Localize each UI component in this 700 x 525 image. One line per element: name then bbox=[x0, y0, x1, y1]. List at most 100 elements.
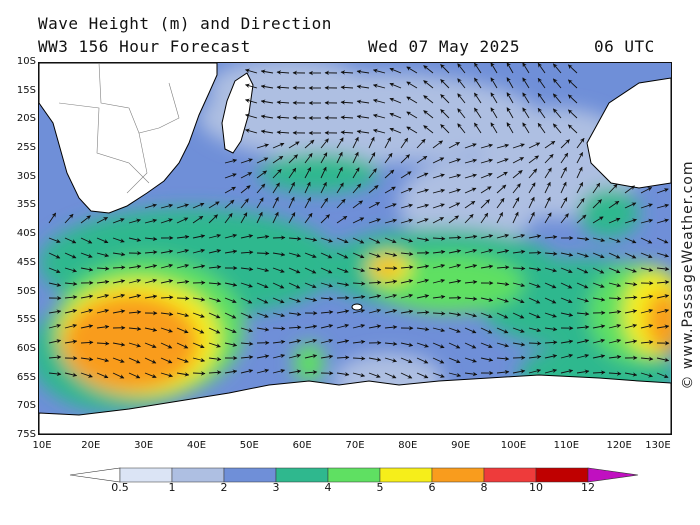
lat-label-65s: 65S bbox=[16, 371, 36, 383]
wave-arrow bbox=[506, 63, 514, 74]
wave-arrow bbox=[64, 281, 78, 287]
wave-height-map[interactable] bbox=[38, 62, 672, 435]
map-title: Wave Height (m) and Direction bbox=[38, 14, 332, 33]
wave-arrow bbox=[464, 263, 478, 269]
wave-arrow bbox=[400, 265, 414, 270]
wave-arrow bbox=[352, 308, 366, 314]
wave-arrow bbox=[208, 342, 221, 348]
wave-arrow bbox=[576, 152, 583, 164]
lon-label-30e: 30E bbox=[134, 440, 154, 451]
wave-arrow bbox=[576, 236, 590, 242]
wave-arrow bbox=[624, 295, 638, 300]
wave-arrow bbox=[592, 354, 606, 359]
wave-arrow bbox=[80, 294, 94, 299]
wave-arrow bbox=[368, 152, 376, 164]
wave-arrow bbox=[416, 172, 429, 179]
wave-arrow bbox=[240, 250, 254, 255]
wave-arrow bbox=[260, 99, 274, 104]
wave-arrow bbox=[176, 372, 190, 377]
wave-arrow bbox=[160, 342, 173, 349]
wave-arrow bbox=[256, 267, 270, 273]
antarctica-coast bbox=[39, 374, 671, 434]
wave-arrow bbox=[352, 183, 362, 194]
wave-arrow bbox=[384, 341, 398, 347]
wave-arrow bbox=[416, 264, 430, 269]
wave-arrow bbox=[372, 113, 386, 119]
wave-arrow bbox=[480, 327, 493, 334]
wave-arrow bbox=[48, 252, 61, 259]
wave-arrow bbox=[474, 63, 482, 74]
wave-arrow bbox=[352, 237, 365, 244]
wave-arrow bbox=[389, 82, 402, 89]
wave-arrow bbox=[245, 128, 258, 134]
wave-arrow bbox=[464, 248, 478, 254]
wave-arrow bbox=[112, 342, 126, 347]
wave-arrow bbox=[64, 339, 78, 344]
wave-arrow bbox=[464, 200, 476, 209]
wave-arrow bbox=[528, 196, 535, 209]
wave-arrow bbox=[288, 154, 298, 164]
legend-swatch bbox=[379, 467, 433, 483]
wave-arrow bbox=[432, 188, 446, 194]
wave-arrow bbox=[240, 312, 253, 319]
wave-arrow bbox=[112, 218, 125, 224]
wave-arrow bbox=[423, 80, 434, 89]
lon-label-60e: 60E bbox=[292, 440, 312, 451]
lat-label-30s: 30S bbox=[16, 170, 36, 182]
wave-arrow bbox=[240, 212, 248, 224]
wave-arrow bbox=[416, 294, 430, 299]
wave-arrow bbox=[128, 278, 142, 284]
wave-arrow bbox=[457, 93, 466, 104]
wave-arrow bbox=[144, 357, 157, 364]
wave-arrow bbox=[128, 342, 141, 348]
wave-arrow bbox=[552, 93, 562, 104]
wave-arrow bbox=[240, 297, 253, 304]
wave-arrow bbox=[400, 171, 412, 179]
lon-label-10e: 10E bbox=[32, 440, 52, 451]
wave-arrow bbox=[320, 354, 334, 359]
wave-arrow bbox=[423, 65, 434, 74]
lat-label-40s: 40S bbox=[16, 228, 36, 240]
wave-arrow bbox=[592, 324, 606, 329]
wave-arrow bbox=[336, 371, 350, 377]
wave-arrow bbox=[528, 312, 541, 319]
wave-arrow bbox=[240, 354, 254, 360]
wave-arrow bbox=[416, 278, 430, 284]
wave-arrow bbox=[544, 196, 551, 209]
wave-arrow bbox=[240, 266, 254, 272]
wave-arrow bbox=[608, 217, 621, 224]
wave-arrow bbox=[490, 107, 498, 119]
wave-arrow bbox=[416, 188, 429, 194]
wave-arrow bbox=[448, 342, 461, 349]
legend-swatch bbox=[171, 467, 225, 483]
wave-arrow bbox=[448, 279, 462, 284]
wave-arrow bbox=[336, 323, 350, 329]
wave-arrow bbox=[576, 338, 590, 344]
legend-swatch bbox=[431, 467, 485, 483]
wave-arrow bbox=[160, 295, 174, 300]
wave-arrow bbox=[440, 94, 450, 104]
wave-arrow bbox=[522, 92, 530, 104]
lat-label-55s: 55S bbox=[16, 314, 36, 326]
wave-arrow bbox=[576, 182, 584, 194]
wave-arrow bbox=[224, 312, 237, 319]
wave-arrow bbox=[260, 69, 274, 74]
wave-arrow bbox=[144, 372, 157, 379]
wave-arrow bbox=[368, 202, 380, 209]
wave-arrow bbox=[432, 278, 446, 284]
wave-arrow bbox=[256, 183, 266, 194]
wave-arrow bbox=[320, 197, 329, 209]
wave-arrow bbox=[567, 124, 578, 134]
wave-arrow bbox=[496, 249, 510, 254]
wave-arrow bbox=[288, 212, 296, 224]
wave-arrow bbox=[544, 312, 557, 318]
wave-arrow bbox=[416, 357, 429, 364]
wave-arrow bbox=[80, 215, 91, 224]
wave-arrow bbox=[400, 342, 414, 347]
wave-arrow bbox=[112, 251, 126, 257]
wave-arrow bbox=[112, 357, 125, 363]
wave-arrow bbox=[144, 278, 158, 284]
wave-arrow bbox=[552, 78, 562, 89]
wave-arrow bbox=[240, 172, 253, 179]
wave-arrow bbox=[368, 280, 382, 285]
